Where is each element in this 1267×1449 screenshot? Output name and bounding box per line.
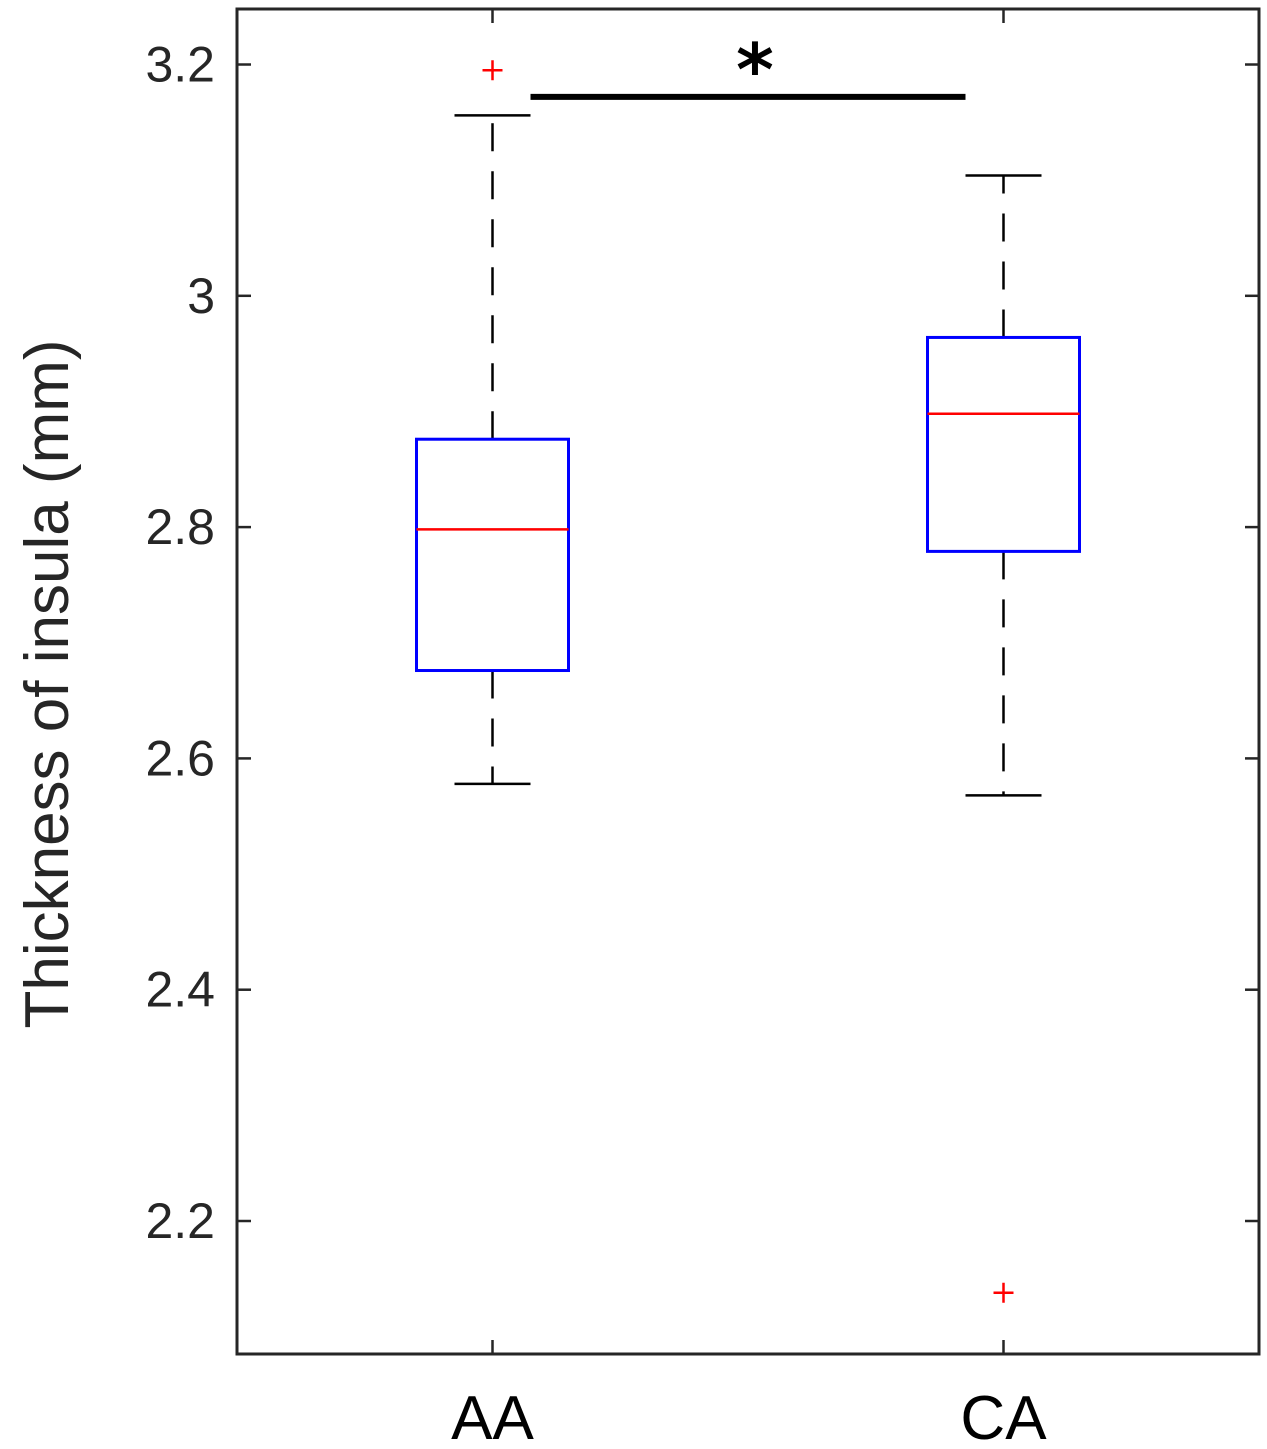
significance-label: * — [736, 28, 774, 112]
axes-frame — [235, 7, 1261, 1356]
box-iqr — [415, 437, 570, 673]
outlier-point — [482, 60, 503, 81]
outlier-point — [993, 1282, 1014, 1303]
y-tick-label: 2.4 — [145, 962, 215, 1018]
x-tick-label: CA — [960, 1384, 1047, 1449]
y-tick-label: 2.8 — [145, 499, 215, 555]
x-tick-label: AA — [451, 1384, 534, 1449]
y-tick-label: 3 — [187, 268, 215, 324]
box-iqr — [926, 335, 1081, 553]
y-tick-label: 3.2 — [145, 37, 215, 93]
y-tick-label: 2.2 — [145, 1193, 215, 1249]
y-axis-label: Thickness of insula (mm) — [13, 339, 82, 1028]
y-tick-label: 2.6 — [145, 730, 215, 786]
